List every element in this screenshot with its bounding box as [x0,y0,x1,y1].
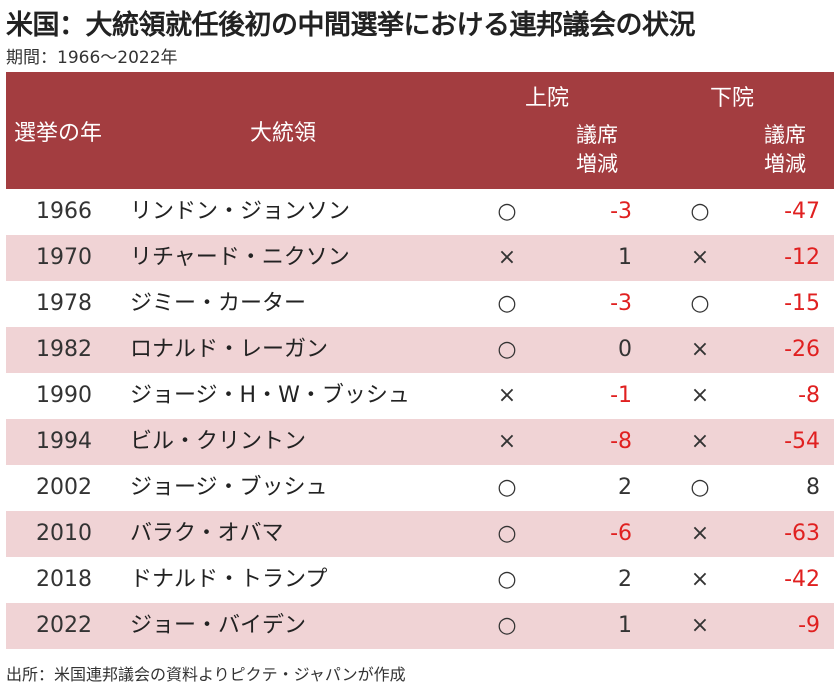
header-year: 選挙の年 [14,121,103,146]
lower-house-control-cell: ○ [690,291,710,316]
header-lower-seat-change: 議席 増減 [764,123,806,176]
lower-seat-change-cell: -47 [784,199,820,224]
year-cell: 2002 [36,475,92,500]
year-cell: 1982 [36,337,92,362]
president-cell: ジミー・カーター [130,291,307,316]
lower-house-control-cell: ○ [690,475,710,500]
header-president: 大統領 [250,121,317,146]
lower-house-control-cell: × [690,429,710,454]
table-row: 2010 バラク・オバマ ○ -6 × -63 [6,511,834,557]
upper-seat-change-cell: -1 [610,383,632,408]
table-body: 1966 リンドン・ジョンソン ○ -3 ○ -47 1970 リチャード・ニクソン × 1 × -1… [6,189,834,649]
table-row: 1970 リチャード・ニクソン × 1 × -12 [6,235,834,281]
upper-house-control-cell: × [497,245,517,270]
year-cell: 1978 [36,291,92,316]
upper-seat-change-cell: 2 [618,475,632,500]
table-row: 2022 ジョー・バイデン ○ 1 × -9 [6,603,834,649]
year-cell: 1970 [36,245,92,270]
lower-house-control-cell: × [690,521,710,546]
lower-seat-change-cell: -8 [798,383,820,408]
upper-seat-change-cell: 1 [618,245,632,270]
year-cell: 2010 [36,521,92,546]
upper-seat-change-cell: 2 [618,567,632,592]
lower-house-control-cell: ○ [690,199,710,224]
upper-house-control-cell: ○ [497,291,517,316]
lower-house-control-cell: × [690,383,710,408]
page-title: 米国：大統領就任後初の中間選挙における連邦議会の状況 [6,10,696,41]
year-cell: 1966 [36,199,92,224]
table-row: 2018 ドナルド・トランプ ○ 2 × -42 [6,557,834,603]
upper-seat-change-cell: 1 [618,613,632,638]
lower-seat-change-cell: 8 [806,475,820,500]
upper-seat-change-cell: 0 [618,337,632,362]
lower-house-control-cell: × [690,245,710,270]
upper-house-control-cell: × [497,383,517,408]
president-cell: ジョー・バイデン [130,613,307,638]
source-note: 出所：米国連邦議会の資料よりピクテ・ジャパンが作成 [6,665,406,684]
lower-seat-change-cell: -9 [798,613,820,638]
table-row: 1994 ビル・クリントン × -8 × -54 [6,419,834,465]
midterm-table: 選挙の年 大統領 上院 下院 議席 増減 議席 増減 1966 リンドン・ジョンソ… [6,72,834,649]
year-cell: 1994 [36,429,92,454]
president-cell: ジョージ・H・W・ブッシュ [130,383,410,408]
president-cell: ビル・クリントン [130,429,307,454]
year-cell: 1990 [36,383,92,408]
upper-house-control-cell: ○ [497,199,517,224]
upper-seat-change-cell: -8 [610,429,632,454]
upper-house-control-cell: ○ [497,613,517,638]
upper-house-control-cell: ○ [497,337,517,362]
lower-house-control-cell: × [690,567,710,592]
upper-house-control-cell: ○ [497,567,517,592]
header-upper-house: 上院 [525,86,570,111]
lower-seat-change-cell: -54 [784,429,820,454]
lower-seat-change-cell: -26 [784,337,820,362]
table-header: 選挙の年 大統領 上院 下院 議席 増減 議席 増減 [6,72,834,189]
period-subtitle: 期間：1966～2022年 [6,48,178,68]
upper-seat-change-cell: -6 [610,521,632,546]
upper-house-control-cell: × [497,429,517,454]
president-cell: リチャード・ニクソン [130,245,350,270]
table-row: 1978 ジミー・カーター ○ -3 ○ -15 [6,281,834,327]
upper-seat-change-cell: -3 [610,199,632,224]
year-cell: 2018 [36,567,92,592]
year-cell: 2022 [36,613,92,638]
lower-house-control-cell: × [690,337,710,362]
lower-house-control-cell: × [690,613,710,638]
lower-seat-change-cell: -15 [784,291,820,316]
table-row: 1966 リンドン・ジョンソン ○ -3 ○ -47 [6,189,834,235]
upper-house-control-cell: ○ [497,475,517,500]
president-cell: バラク・オバマ [130,521,284,546]
table-row: 1990 ジョージ・H・W・ブッシュ × -1 × -8 [6,373,834,419]
table-row: 1982 ロナルド・レーガン ○ 0 × -26 [6,327,834,373]
president-cell: ジョージ・ブッシュ [130,475,328,500]
header-upper-seat-change: 議席 増減 [576,123,618,176]
lower-seat-change-cell: -12 [784,245,820,270]
lower-seat-change-cell: -42 [784,567,820,592]
president-cell: ドナルド・トランプ [130,567,328,592]
upper-seat-change-cell: -3 [610,291,632,316]
president-cell: リンドン・ジョンソン [130,199,351,224]
upper-house-control-cell: ○ [497,521,517,546]
lower-seat-change-cell: -63 [784,521,820,546]
president-cell: ロナルド・レーガン [130,337,329,362]
header-lower-house: 下院 [710,86,755,111]
table-row: 2002 ジョージ・ブッシュ ○ 2 ○ 8 [6,465,834,511]
